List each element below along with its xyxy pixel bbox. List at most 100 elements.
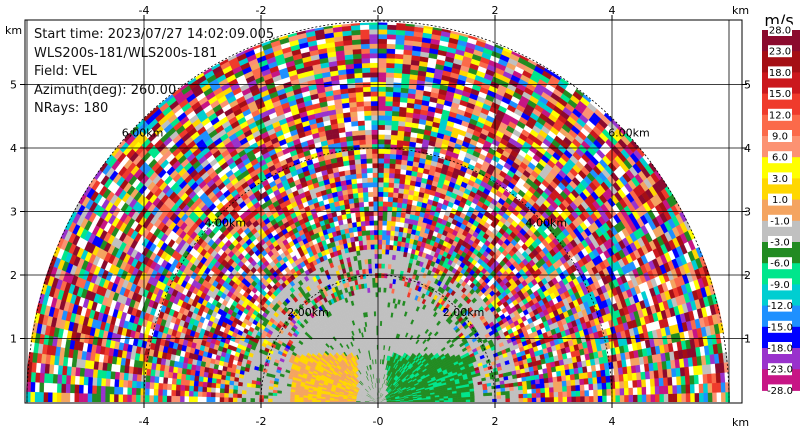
velocity-gate: [382, 196, 389, 202]
velocity-gate: [566, 396, 572, 402]
velocity-gate: [535, 387, 541, 394]
velocity-gate: [377, 148, 385, 154]
velocity-gate: [395, 39, 405, 45]
velocity-gate: [394, 221, 401, 227]
velocity-gate: [377, 115, 386, 121]
velocity-gate: [385, 57, 395, 64]
velocity-gate: [398, 111, 407, 118]
velocity-gate: [368, 201, 374, 207]
velocity-gate: [465, 399, 471, 402]
velocity-gate: [384, 263, 389, 269]
velocity-gate: [483, 398, 489, 402]
velocity-gate: [386, 282, 390, 289]
velocity-gate: [646, 393, 652, 402]
velocity-gate: [390, 225, 396, 232]
velocity-gate: [526, 388, 533, 394]
velocity-gate: [379, 306, 383, 312]
velocity-gate: [397, 125, 405, 132]
velocity-gate: [395, 216, 401, 223]
velocity-gate: [382, 215, 388, 221]
velocity-gate: [383, 153, 391, 159]
velocity-gate: [385, 229, 391, 236]
velocity-gate: [381, 244, 386, 250]
velocity-gate: [540, 392, 546, 398]
velocity-gate: [364, 129, 372, 136]
velocity-gate: [386, 220, 392, 226]
velocity-gate: [552, 381, 559, 388]
velocity-gate: [384, 129, 392, 136]
velocity-gate: [369, 67, 379, 73]
velocity-gate: [363, 105, 372, 112]
velocity-gate: [685, 383, 691, 394]
velocity-gate: [396, 202, 403, 209]
velocity-gate: [371, 129, 379, 135]
velocity-gate: [379, 315, 383, 322]
velocity-gate: [385, 244, 390, 250]
velocity-gate: [359, 22, 370, 26]
velocity-gate: [377, 134, 385, 140]
velocity-gate: [386, 22, 397, 26]
velocity-gate: [387, 263, 392, 270]
velocity-gate: [384, 100, 393, 107]
velocity-gate: [380, 287, 384, 293]
velocity-gate: [390, 124, 399, 131]
velocity-gate: [391, 110, 400, 117]
velocity-gate: [380, 296, 384, 303]
velocity-gate: [377, 215, 383, 221]
velocity-gate: [388, 254, 393, 260]
velocity-gate: [377, 38, 388, 44]
velocity-gate: [366, 158, 373, 164]
velocity-gate: [521, 380, 528, 386]
velocity-gate: [636, 379, 643, 388]
velocity-gate: [601, 388, 608, 396]
velocity-gate: [369, 72, 379, 78]
velocity-gate: [382, 201, 388, 207]
velocity-gate: [395, 22, 406, 26]
velocity-gate: [370, 105, 379, 111]
velocity-gate: [588, 383, 594, 391]
velocity-gate: [393, 173, 401, 179]
velocity-gate: [360, 38, 370, 45]
velocity-gate: [592, 383, 599, 390]
velocity-gate: [372, 196, 379, 202]
velocity-gate: [366, 244, 371, 250]
velocity-gate: [393, 182, 400, 189]
velocity-gate: [505, 397, 511, 402]
velocity-gate: [390, 220, 396, 227]
velocity-gate: [370, 244, 375, 250]
velocity-gate: [394, 48, 404, 55]
velocity-gate: [368, 24, 379, 30]
velocity-gate: [496, 394, 502, 399]
velocity-gate: [392, 249, 397, 256]
velocity-gate: [374, 267, 379, 274]
velocity-gate: [381, 225, 387, 231]
velocity-gate: [544, 391, 550, 398]
velocity-gate: [399, 92, 409, 99]
velocity-gate: [377, 67, 387, 73]
velocity-gate: [386, 24, 397, 31]
velocity-gate: [513, 389, 519, 395]
velocity-gate: [398, 178, 406, 185]
velocity-gate: [509, 390, 515, 395]
velocity-gate: [566, 379, 572, 387]
velocity-gate: [365, 229, 371, 236]
velocity-gate: [654, 377, 660, 387]
velocity-gate: [386, 53, 396, 59]
velocity-gate: [558, 396, 564, 402]
velocity-gate: [703, 382, 709, 393]
velocity-gate: [641, 386, 647, 395]
velocity-gate: [397, 197, 403, 204]
velocity-gate: [395, 34, 405, 41]
velocity-gate: [540, 396, 546, 402]
velocity-gate: [579, 378, 585, 386]
velocity-gate: [374, 282, 379, 288]
velocity-gate: [597, 395, 603, 402]
velocity-gate: [370, 253, 375, 260]
velocity-gate: [676, 393, 682, 402]
velocity-gate: [553, 396, 559, 402]
velocity-gate: [522, 384, 528, 390]
velocity-gate: [372, 181, 379, 188]
velocity-gate: [645, 378, 651, 387]
velocity-gate: [377, 196, 384, 202]
velocity-gate: [694, 383, 700, 394]
